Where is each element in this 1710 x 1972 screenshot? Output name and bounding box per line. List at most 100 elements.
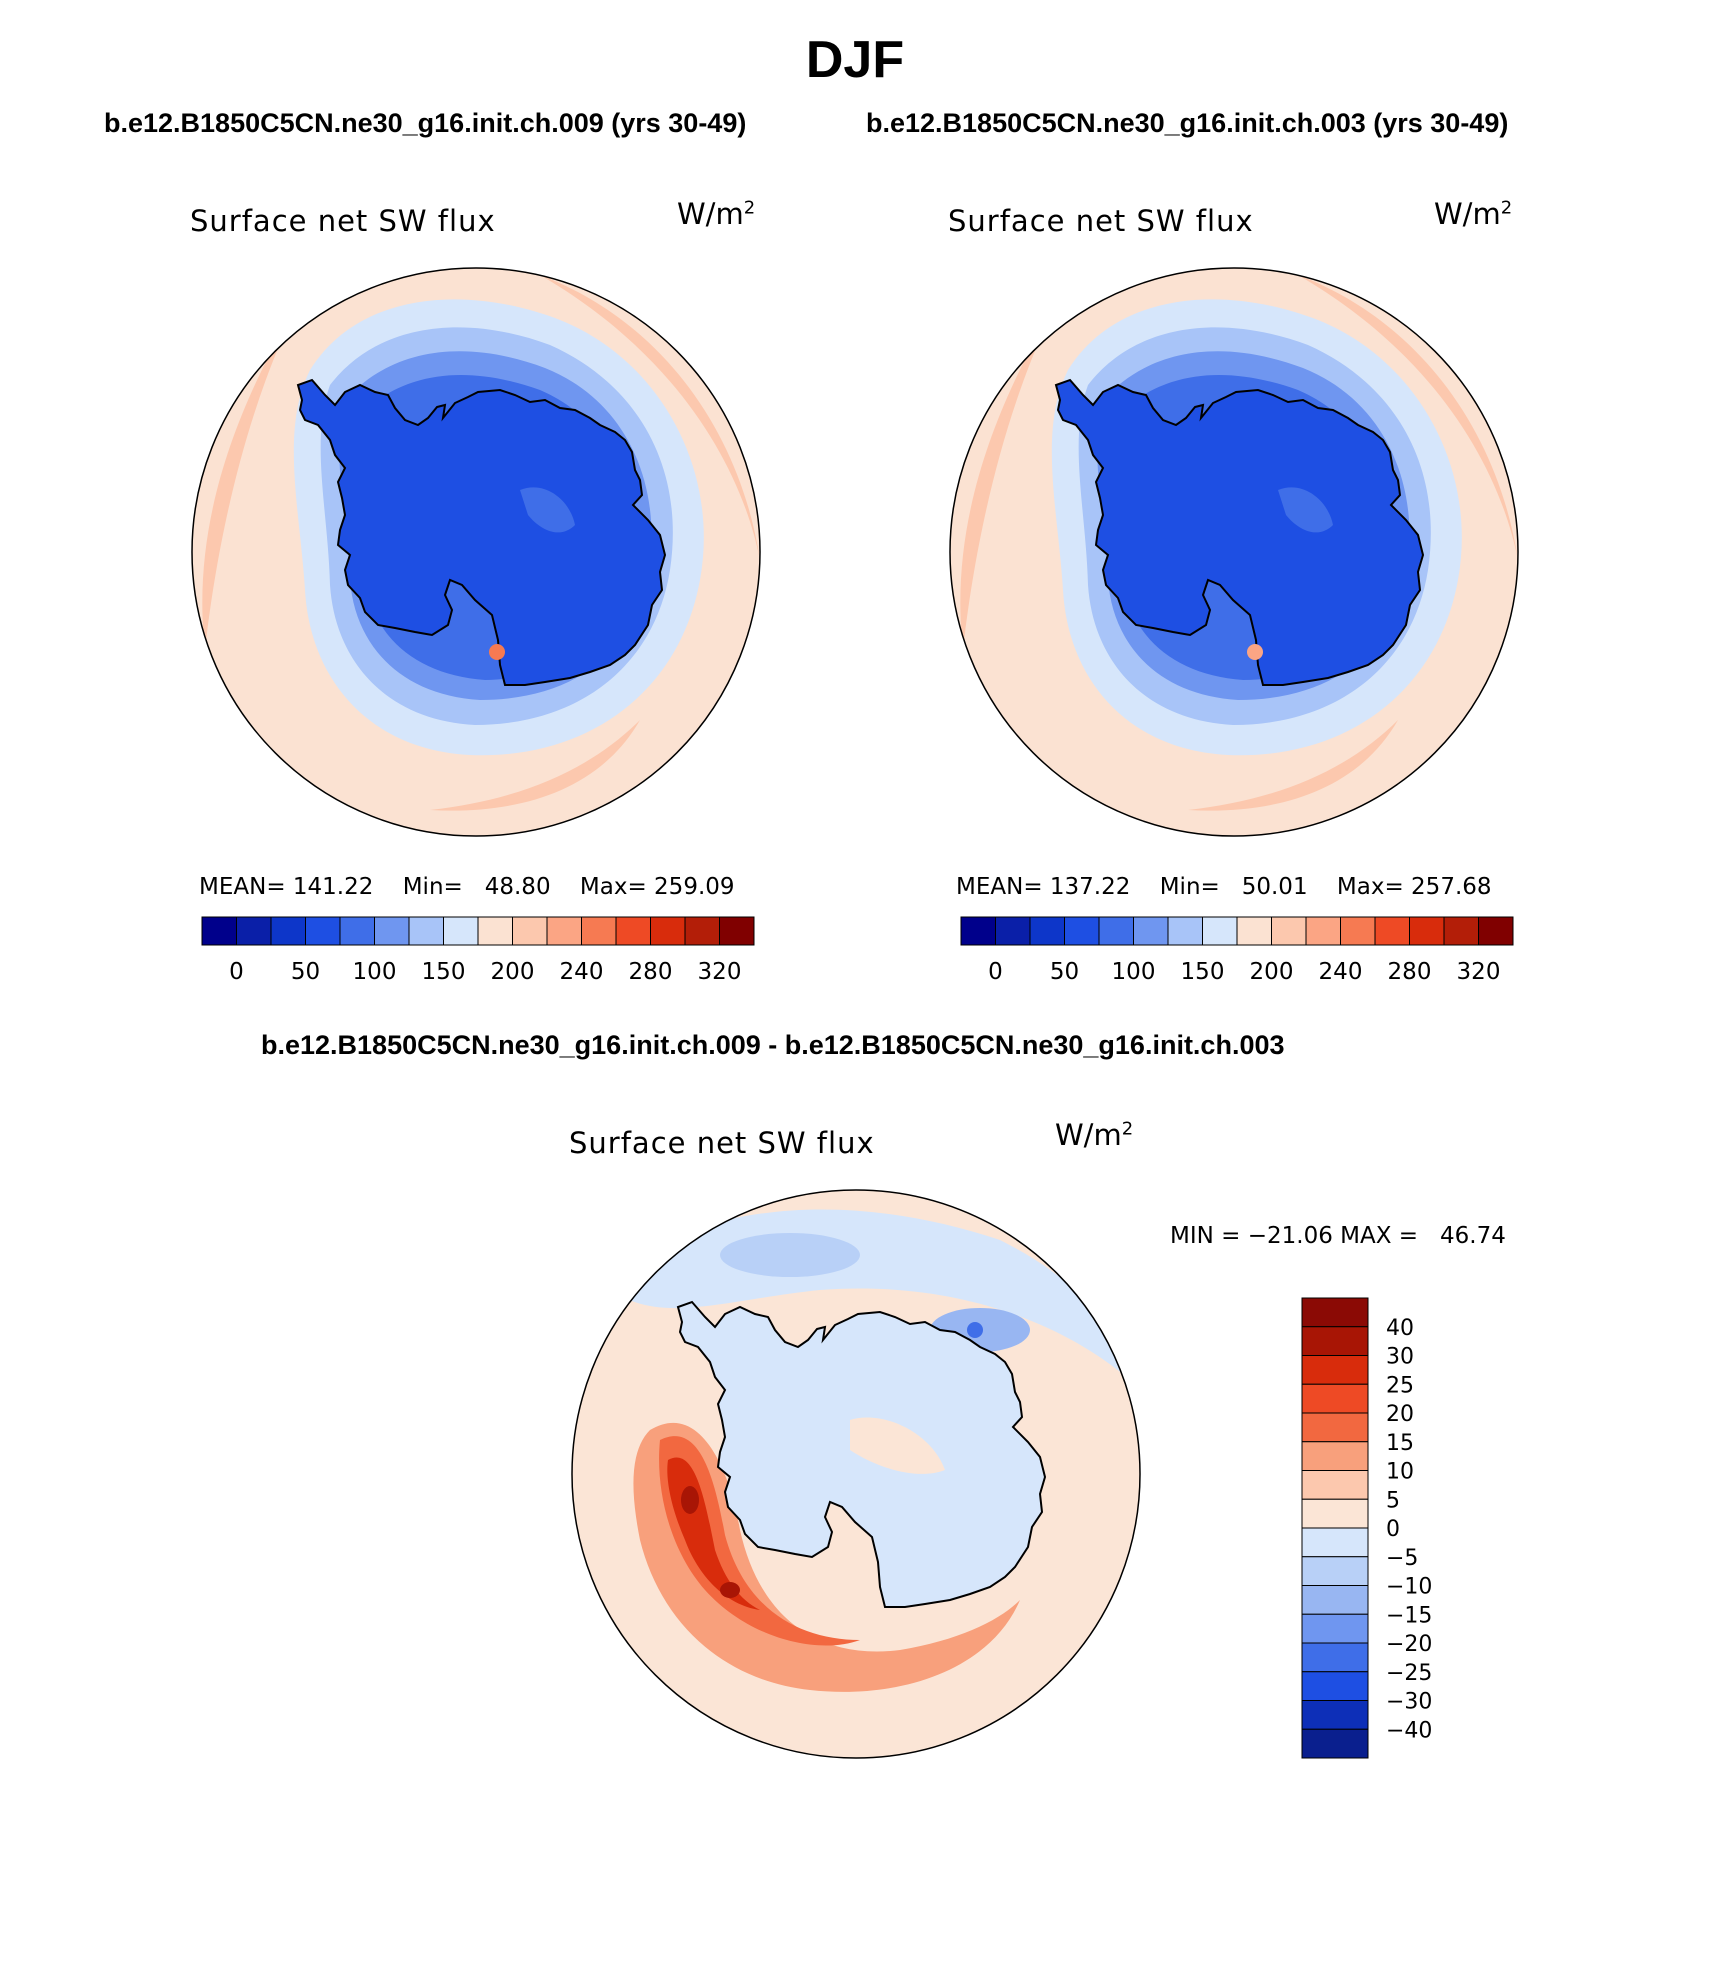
panel2-hotspot: [1247, 644, 1263, 660]
panel2-colorbar-tick-label: 320: [1457, 959, 1501, 985]
panel1-colorbar-swatch: [512, 916, 548, 946]
panel1-colorbar-swatch: [236, 916, 272, 946]
panel1-units: W/m2: [677, 197, 756, 231]
panel3-colorbar-swatch: [1301, 1585, 1369, 1615]
panel1-map: [192, 268, 760, 836]
panel1-colorbar-swatch: [201, 916, 237, 946]
panel2-colorbar-tick-label: 150: [1181, 959, 1225, 985]
panel3-colorbar-swatch: [1301, 1441, 1369, 1471]
panel2-map: [950, 268, 1518, 836]
panel2-title: Surface net SW flux: [948, 204, 1254, 238]
panel2-colorbar-swatch: [995, 916, 1031, 946]
panel2-plateau-patch: [1278, 487, 1333, 533]
panel3-cool-patch-a: [720, 1233, 860, 1277]
diff-case-title: b.e12.B1850C5CN.ne30_g16.init.ch.009 - b…: [261, 1030, 1285, 1060]
panel2-colorbar-swatch: [1133, 916, 1169, 946]
panel1-colorbar: 0 50 100 150 200 240 280 320: [201, 916, 755, 985]
right-case-title: b.e12.B1850C5CN.ne30_g16.init.ch.003 (yr…: [866, 108, 1509, 138]
panel3-colorbar-swatch: [1301, 1556, 1369, 1586]
panel2-colorbar-swatch: [1236, 916, 1272, 946]
panel2-colorbar: 0 50 100 150 200 240 280 320: [960, 916, 1514, 985]
panel3-colorbar-tick-label: −5: [1386, 1546, 1418, 1571]
panel2-colorbar-swatch: [1443, 916, 1479, 946]
panel1-colorbar-tick-label: 0: [229, 959, 244, 985]
panel1-colorbar-tick-label: 100: [353, 959, 397, 985]
panel2-colorbar-tick-label: 240: [1319, 959, 1363, 985]
panel3-warm-mid: [659, 1436, 860, 1646]
panel3-colorbar-tick-label: −10: [1386, 1575, 1432, 1600]
panel2-colorbar-swatch: [1478, 916, 1514, 946]
panel1-colorbar-tick-label: 280: [629, 959, 673, 985]
panel3-colorbar-tick-label: 5: [1386, 1488, 1400, 1513]
panel3-colorbar-tick-label: −30: [1386, 1690, 1432, 1715]
panel3-colorbar-tick-label: −25: [1386, 1661, 1432, 1686]
panel1-colorbar-swatch: [546, 916, 582, 946]
panel3-colorbar-swatch: [1301, 1383, 1369, 1414]
panel3-colorbar-swatch: [1301, 1728, 1369, 1759]
panel3-colorbar-swatch: [1301, 1355, 1369, 1385]
panel2-colorbar-swatch: [1098, 916, 1134, 946]
panel1-warm-band-west: [202, 300, 300, 650]
panel1-colorbar-swatch: [615, 916, 651, 946]
panel3-units: W/m2: [1055, 1118, 1134, 1152]
season-title: DJF: [805, 31, 905, 89]
panel1-hotspot: [489, 644, 505, 660]
panel1-colorbar-swatch: [374, 916, 410, 946]
panel3-colorbar-tick-label: 15: [1386, 1431, 1414, 1456]
panel3-cool-core: [967, 1322, 983, 1338]
panel2-colorbar-swatch: [1374, 916, 1410, 946]
panel1-colorbar-swatch: [339, 916, 375, 946]
panel2-colorbar-swatch: [1167, 916, 1203, 946]
panel1-colorbar-swatch: [650, 916, 686, 946]
panel1-colorbar-swatch: [477, 916, 513, 946]
panel2-min: Min= 50.01: [1159, 874, 1308, 900]
panel3-colorbar-tick-label: 30: [1386, 1345, 1414, 1370]
panel3-colorbar-tick-label: 20: [1386, 1402, 1414, 1427]
panel1-colorbar-swatch: [408, 916, 444, 946]
panel2-colorbar-tick-label: 50: [1050, 959, 1079, 985]
panel3-colorbar-swatch: [1301, 1498, 1369, 1529]
panel1-colorbar-swatch: [305, 916, 341, 946]
panel2-mean: MEAN= 137.22: [956, 874, 1131, 900]
panel1-colorbar-tick-label: 240: [560, 959, 604, 985]
panel3-colorbar-tick-label: 40: [1386, 1316, 1414, 1341]
panel1-colorbar-swatch: [581, 916, 617, 946]
panel1-colorbar-swatch: [719, 916, 755, 946]
panel1-min: Min= 259.0948.80: [402, 874, 551, 900]
panel2-colorbar-swatch: [1202, 916, 1238, 946]
panel2-colorbar-swatch: [1029, 916, 1065, 946]
panel2-units: W/m2: [1434, 197, 1513, 231]
panel1-colorbar-tick-label: 320: [698, 959, 742, 985]
panel1-title: Surface net SW flux: [190, 204, 496, 238]
panel2-colorbar-tick-label: 200: [1250, 959, 1294, 985]
panel1-warm-band-south: [430, 720, 640, 811]
panel3-colorbar-swatch: [1301, 1470, 1369, 1500]
panel3-map: [572, 1190, 1140, 1758]
panel2-stats: MEAN= 137.22 Min= 50.01 Max= 257.68: [956, 874, 1514, 900]
panel3-colorbar-tick-label: −20: [1386, 1632, 1432, 1657]
panel3-colorbar: 40 30 25 20 15 10 5 0 −5 −10 −15 −20 −25 −30 −40: [1301, 1297, 1432, 1759]
panel3-map-border: [571, 1189, 1141, 1759]
panel2-colorbar-tick-label: 0: [988, 959, 1003, 985]
panel3-title: Surface net SW flux: [569, 1126, 875, 1160]
panel1-colorbar-tick-label: 50: [291, 959, 320, 985]
panel1-colorbar-swatch: [270, 916, 306, 946]
panel3-minmax: MIN = −21.06 MAX = 46.74: [1170, 1223, 1506, 1249]
panel3-colorbar-tick-label: −15: [1386, 1603, 1432, 1628]
panel2-colorbar-swatch: [1409, 916, 1445, 946]
panel1-colorbar-swatch: [684, 916, 720, 946]
panel3-colorbar-swatch: [1301, 1527, 1369, 1558]
panel3-colorbar-swatch: [1301, 1700, 1369, 1730]
panel2-colorbar-swatch: [960, 916, 996, 946]
panel1-plateau-patch: [520, 487, 575, 533]
panel3-colorbar-swatch: [1301, 1642, 1369, 1673]
panel2-antarctica: [1054, 378, 1425, 686]
panel2-colorbar-tick-label: 280: [1388, 959, 1432, 985]
panel3-colorbar-swatch: [1301, 1671, 1369, 1701]
panel1-colorbar-tick-label: 150: [422, 959, 466, 985]
panel3-colorbar-tick-label: 10: [1386, 1460, 1414, 1485]
panel2-map-border: [949, 267, 1519, 837]
panel3-colorbar-swatch: [1301, 1326, 1369, 1356]
